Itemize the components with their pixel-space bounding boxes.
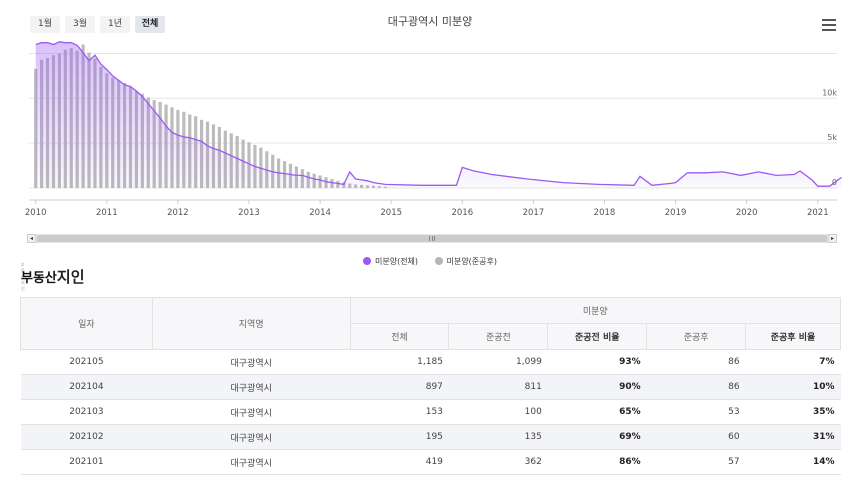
scroll-right-arrow-icon[interactable]: ▸ <box>828 234 837 243</box>
header-pre-ratio: 준공전 비율 <box>547 323 648 350</box>
chart-title: 대구광역시 미분양 <box>387 15 473 28</box>
cell-total: 195 <box>350 424 449 450</box>
brand-name: 부동산지인 <box>21 266 85 287</box>
cell-region: 대구광역시 <box>152 399 351 425</box>
table-row: 202105 대구광역시 1,185 1,099 93% 86 7% <box>20 349 841 375</box>
range-button-1y[interactable]: 1년 <box>100 16 130 33</box>
cell-post-ratio: 31% <box>745 424 841 450</box>
x-tick-label: 2016 <box>451 208 473 218</box>
cell-total: 419 <box>350 449 449 475</box>
y-tick-label: 0 <box>832 178 837 187</box>
legend-dot-icon <box>363 257 371 265</box>
header-post: 준공후 <box>646 323 747 350</box>
cell-date: 202103 <box>20 399 153 425</box>
chart-navigator-scrollbar[interactable]: ◂ ▸ <box>27 234 837 243</box>
cell-pre-ratio: 65% <box>547 399 647 425</box>
cell-post: 57 <box>646 449 746 475</box>
cell-pre: 362 <box>448 449 548 475</box>
header-total: 전체 <box>349 323 450 350</box>
cell-region: 대구광역시 <box>152 449 351 475</box>
cell-post-ratio: 7% <box>745 349 841 375</box>
header-pre: 준공전 <box>448 323 549 350</box>
y-tick-label: 5k <box>827 133 837 142</box>
x-tick-label: 2018 <box>594 208 616 218</box>
x-tick-label: 2020 <box>736 208 758 218</box>
chart-legend: 미분양(전체) 미분양(준공후) <box>0 256 860 267</box>
x-tick-label: 2014 <box>309 208 331 218</box>
header-unsold-group: 미분양 <box>349 297 842 324</box>
series-line-total <box>35 41 842 187</box>
cell-total: 897 <box>350 374 449 400</box>
header-post-ratio: 준공후 비율 <box>745 323 841 350</box>
header-region: 지역명 <box>151 297 351 350</box>
range-button-1m[interactable]: 1월 <box>30 16 60 33</box>
x-tick-label: 2015 <box>380 208 402 218</box>
x-tick-label: 2012 <box>167 208 189 218</box>
legend-label-post: 미분양(준공후) <box>446 257 497 266</box>
cell-total: 1,185 <box>350 349 449 375</box>
table-row: 202103 대구광역시 153 100 65% 53 35% <box>20 399 841 425</box>
cell-date: 202105 <box>20 349 153 375</box>
cell-date: 202101 <box>20 449 153 475</box>
scroll-thumb[interactable] <box>37 235 827 242</box>
range-button-all[interactable]: 전체 <box>135 16 165 33</box>
cell-pre: 1,099 <box>448 349 548 375</box>
cell-date: 202104 <box>20 374 153 400</box>
cell-total: 153 <box>350 399 449 425</box>
table-row: 202101 대구광역시 419 362 86% 57 14% <box>20 449 841 475</box>
x-tick-label: 2011 <box>96 208 118 218</box>
cell-pre-ratio: 90% <box>547 374 647 400</box>
x-tick-label: 2017 <box>523 208 545 218</box>
cell-region: 대구광역시 <box>152 349 351 375</box>
y-tick-label: 10k <box>822 88 837 97</box>
cell-post-ratio: 14% <box>745 449 841 475</box>
legend-label-total: 미분양(전체) <box>375 257 419 266</box>
x-tick-label: 2013 <box>238 208 260 218</box>
bar-post-completion <box>34 68 38 188</box>
cell-post-ratio: 10% <box>745 374 841 400</box>
cell-date: 202102 <box>20 424 153 450</box>
cell-post-ratio: 35% <box>745 399 841 425</box>
scroll-left-arrow-icon[interactable]: ◂ <box>27 234 36 243</box>
x-tick-label: 2010 <box>25 208 47 218</box>
cell-pre: 100 <box>448 399 548 425</box>
legend-dot-icon <box>434 257 443 265</box>
header-date: 일자 <box>20 297 153 350</box>
cell-pre-ratio: 69% <box>547 424 647 450</box>
x-tick-label: 2019 <box>665 208 687 218</box>
range-button-3m[interactable]: 3월 <box>65 16 95 33</box>
unsold-table: 일자 지역명 미분양 전체 준공전 준공전 비율 준공후 준공후 비율 2021… <box>20 297 842 475</box>
cell-post: 60 <box>646 424 746 450</box>
cell-post: 53 <box>646 399 746 425</box>
cell-pre: 135 <box>448 424 548 450</box>
cell-pre-ratio: 93% <box>547 349 647 375</box>
hamburger-menu-icon[interactable] <box>822 19 836 32</box>
brand-name-a: 부동산 <box>21 271 57 286</box>
legend-item-post[interactable]: 미분양(준공후) <box>434 256 497 267</box>
table-row: 202102 대구광역시 195 135 69% 60 31% <box>20 424 841 450</box>
legend-item-total[interactable]: 미분양(전체) <box>363 256 418 267</box>
cell-post: 86 <box>646 374 746 400</box>
cell-pre-ratio: 86% <box>547 449 647 475</box>
cell-post: 86 <box>646 349 746 375</box>
chart-plot: 10k 5k 0 2010 2011 2012 2013 2014 2015 2016 2017 20… <box>25 41 842 218</box>
table-row: 202104 대구광역시 897 811 90% 86 10% <box>20 374 841 400</box>
brand-sub: 부동산지인 <box>21 262 26 291</box>
cell-region: 대구광역시 <box>152 374 351 400</box>
brand-name-b: 지인 <box>56 268 85 286</box>
x-tick-label: 2021 <box>807 208 829 218</box>
grip-icon <box>429 236 435 241</box>
cell-region: 대구광역시 <box>152 424 351 450</box>
series-area-total <box>35 41 842 188</box>
cell-pre: 811 <box>448 374 548 400</box>
